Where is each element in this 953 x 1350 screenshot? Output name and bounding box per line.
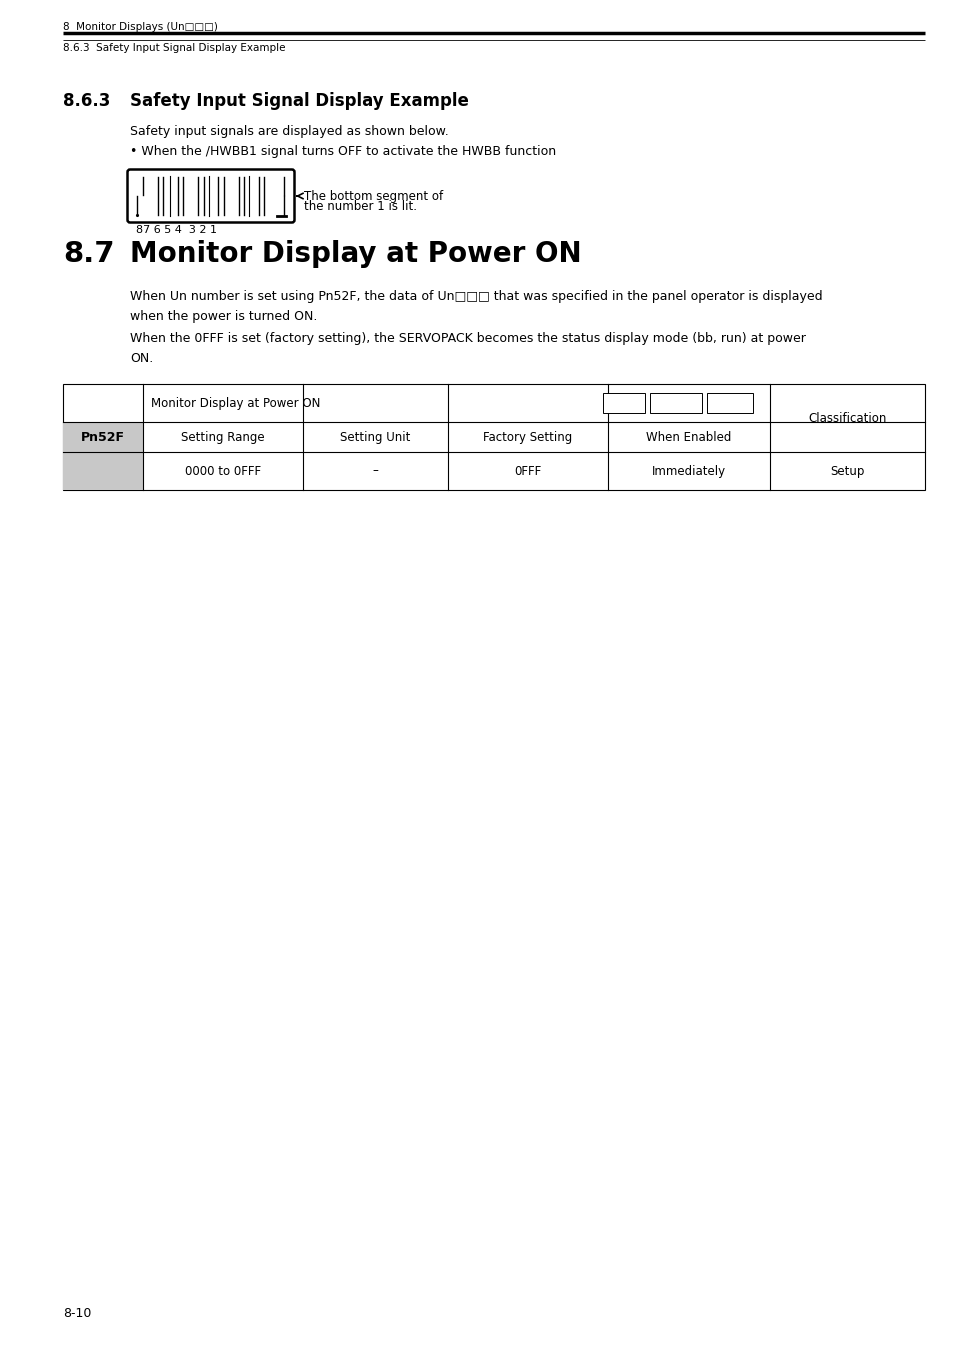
Text: Setting Unit: Setting Unit [340,431,410,444]
Text: When the 0FFF is set (factory setting), the SERVOPACK becomes the status display: When the 0FFF is set (factory setting), … [130,332,805,346]
Text: Setting Range: Setting Range [181,431,265,444]
Text: Classification: Classification [807,412,885,424]
Text: Immediately: Immediately [651,464,725,478]
Text: 8-10: 8-10 [63,1307,91,1320]
Text: Monitor Display at Power ON: Monitor Display at Power ON [151,397,320,409]
Text: Monitor Display at Power ON: Monitor Display at Power ON [130,240,581,269]
Text: 0000 to 0FFF: 0000 to 0FFF [185,464,261,478]
Text: The bottom segment of: The bottom segment of [304,190,442,202]
Text: 8  Monitor Displays (Un□□□): 8 Monitor Displays (Un□□□) [63,22,217,32]
Text: Speed: Speed [608,398,639,408]
Text: when the power is turned ON.: when the power is turned ON. [130,310,317,323]
Text: Torque: Torque [713,398,745,408]
Text: 0FFF: 0FFF [514,464,541,478]
Bar [63,423,143,490]
Text: 8.6.3  Safety Input Signal Display Example: 8.6.3 Safety Input Signal Display Exampl… [63,43,285,53]
Bar [602,393,644,413]
FancyBboxPatch shape [128,170,294,223]
Text: When Un number is set using Pn52F, the data of Un□□□ that was specified in the p: When Un number is set using Pn52F, the d… [130,290,821,302]
Text: 87 6 5 4  3 2 1: 87 6 5 4 3 2 1 [136,225,216,235]
Text: –: – [373,464,378,478]
Bar [706,393,752,413]
Text: When Enabled: When Enabled [645,431,731,444]
Text: Safety Input Signal Display Example: Safety Input Signal Display Example [130,92,468,109]
Text: Safety input signals are displayed as shown below.: Safety input signals are displayed as sh… [130,126,448,138]
Text: Position: Position [657,398,695,408]
Text: Factory Setting: Factory Setting [483,431,572,444]
Bar [649,393,701,413]
Text: • When the /HWBB1 signal turns OFF to activate the HWBB function: • When the /HWBB1 signal turns OFF to ac… [130,144,556,158]
Text: Setup: Setup [829,464,863,478]
Text: Pn52F: Pn52F [81,431,125,444]
Text: ON.: ON. [130,352,153,365]
Text: 8.7: 8.7 [63,240,114,269]
Text: the number 1 is lit.: the number 1 is lit. [304,200,416,213]
Bar [63,383,924,490]
Text: 8.6.3: 8.6.3 [63,92,111,109]
